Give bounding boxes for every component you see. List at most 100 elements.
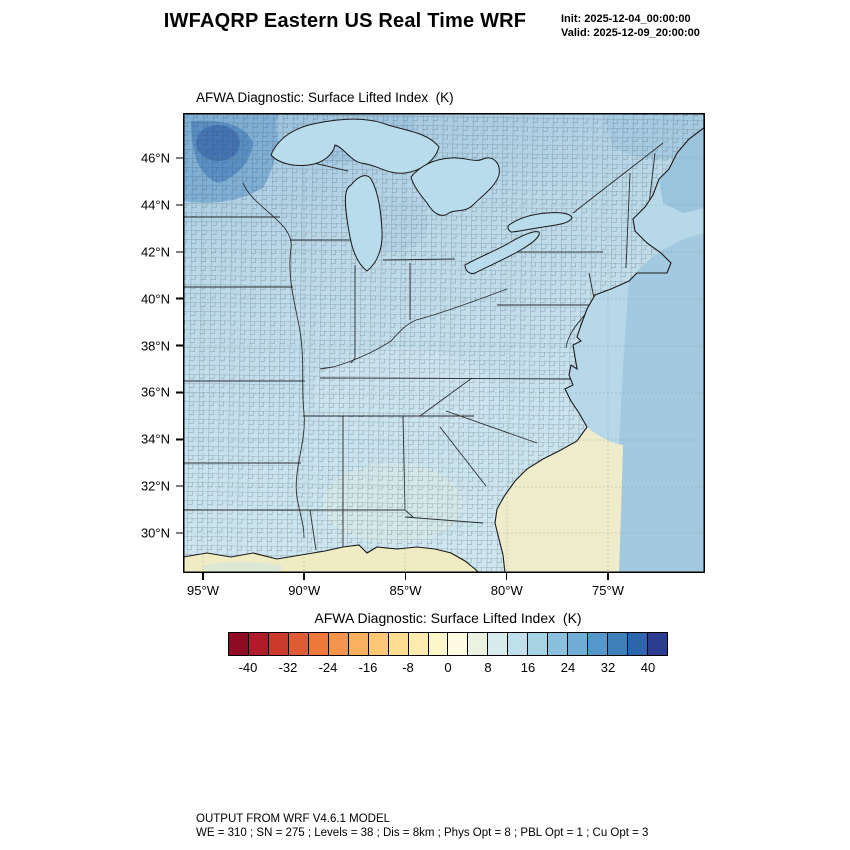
tick-mark	[176, 157, 183, 159]
x-tick: 75°W	[592, 573, 624, 598]
tick-mark	[176, 251, 183, 253]
y-tick: 34°N	[141, 432, 183, 447]
colorbar-segment	[488, 633, 509, 655]
colorbar-segment	[568, 633, 589, 655]
colorbar-tick-label: 24	[560, 660, 576, 675]
page-title: IWFAQRP Eastern US Real Time WRF	[163, 10, 527, 32]
tick-mark	[176, 204, 183, 206]
x-axis-ticks: 95°W 90°W 85°W 80°W 75°W	[183, 573, 705, 603]
colorbar-tick-label: -40	[238, 660, 258, 675]
colorbar-segment	[368, 633, 389, 655]
y-tick-label: 42°N	[140, 244, 170, 260]
tick-mark	[202, 573, 204, 580]
plot-title: AFWA Diagnostic: Surface Lifted Index (K…	[196, 90, 454, 105]
colorbar-tick-label: 8	[484, 660, 492, 675]
x-tick: 80°W	[491, 573, 523, 598]
colorbar-segment	[268, 633, 289, 655]
y-tick-label: 46°N	[140, 150, 170, 166]
y-tick-label: 40°N	[140, 291, 170, 307]
y-tick: 36°N	[141, 385, 183, 400]
tick-mark	[176, 532, 183, 534]
colorbar-segment	[588, 633, 609, 655]
y-tick-label: 36°N	[140, 384, 170, 400]
colorbar-segment	[428, 633, 449, 655]
y-tick-label: 32°N	[140, 478, 170, 494]
run-info: Init: 2025-12-04_00:00:00 Valid: 2025-12…	[561, 12, 700, 40]
lake-huron	[410, 157, 500, 216]
lifted-index-map	[183, 113, 705, 573]
y-tick: 40°N	[141, 291, 183, 306]
y-tick-label: 34°N	[140, 431, 170, 447]
tick-mark	[303, 573, 305, 580]
colorbar-segment	[388, 633, 409, 655]
tick-mark	[506, 573, 508, 580]
colorbar-segment	[308, 633, 329, 655]
y-axis-ticks: 46°N 44°N 42°N 40°N 38°N 36°N 34°N 32°N 30°N	[0, 113, 183, 573]
tick-mark	[404, 573, 407, 580]
x-tick: 85°W	[389, 573, 422, 598]
colorbar-tick-label: -32	[278, 660, 298, 675]
lake-ontario	[507, 212, 573, 233]
lake-michigan	[344, 175, 383, 272]
colorbar-tick-label: 0	[444, 660, 452, 675]
great-lakes	[270, 118, 573, 274]
x-tick: 90°W	[288, 573, 320, 598]
colorbar-segment	[528, 633, 549, 655]
colorbar-tick-label: -24	[318, 660, 338, 675]
colorbar-tick-labels: -40 -32 -24 -16 -8 0 8 16 24 32 40	[228, 660, 668, 678]
x-tick: 95°W	[187, 573, 219, 598]
colorbar-segment	[628, 633, 649, 655]
atlantic-deep-corner	[659, 127, 705, 213]
colorbar	[228, 632, 668, 656]
coastline	[183, 126, 705, 573]
map-canvas	[183, 113, 705, 573]
y-tick: 38°N	[141, 338, 183, 353]
y-tick-label: 44°N	[140, 197, 170, 213]
colorbar-segment	[608, 633, 629, 655]
init-time: Init: 2025-12-04_00:00:00	[561, 13, 691, 25]
tick-mark	[176, 438, 183, 440]
colorbar-segment	[348, 633, 369, 655]
colorbar-label: AFWA Diagnostic: Surface Lifted Index (K…	[314, 610, 582, 626]
colorbar-segment	[648, 633, 667, 655]
colorbar-segment	[548, 633, 569, 655]
southeast-coastal-cream-water	[495, 427, 623, 573]
x-tick-label: 80°W	[490, 583, 523, 598]
y-tick: 46°N	[141, 151, 183, 166]
gulf-blue-streak	[203, 562, 283, 573]
lake-erie	[464, 231, 540, 274]
y-tick-label: 30°N	[140, 525, 170, 541]
y-tick: 42°N	[141, 244, 183, 259]
colorbar-segment	[508, 633, 529, 655]
tick-mark	[176, 297, 183, 300]
tick-mark	[176, 391, 183, 394]
colorbar-segment	[248, 633, 269, 655]
model-info-line2: WE = 310 ; SN = 275 ; Levels = 38 ; Dis …	[196, 827, 649, 839]
colorbar-tick-label: -8	[402, 660, 414, 675]
y-tick: 32°N	[141, 479, 183, 494]
x-tick-label: 95°W	[187, 583, 219, 598]
model-info: OUTPUT FROM WRF V4.6.1 MODEL WE = 310 ; …	[196, 812, 648, 840]
model-info-line1: OUTPUT FROM WRF V4.6.1 MODEL	[196, 813, 391, 825]
colorbar-segment	[468, 633, 489, 655]
colorbar-segment	[408, 633, 429, 655]
atlantic-offshore-band	[615, 233, 705, 573]
y-tick: 30°N	[141, 526, 183, 541]
colorbar-tick-label: -16	[358, 660, 378, 675]
colorbar-tick-label: 32	[600, 660, 616, 675]
map-border	[183, 113, 705, 573]
colorbar-segment	[229, 633, 249, 655]
colorbar-segment	[328, 633, 349, 655]
y-tick-label: 38°N	[140, 338, 170, 353]
tick-mark	[176, 485, 183, 487]
x-tick-label: 85°W	[389, 583, 422, 598]
valid-time: Valid: 2025-12-09_20:00:00	[561, 27, 700, 39]
tick-mark	[607, 573, 609, 580]
colorbar-segment	[288, 633, 309, 655]
tick-mark	[176, 344, 183, 347]
lake-superior	[270, 118, 440, 174]
colorbar-tick-label: 40	[640, 660, 656, 675]
colorbar-segment	[448, 633, 469, 655]
y-tick: 44°N	[141, 197, 183, 212]
